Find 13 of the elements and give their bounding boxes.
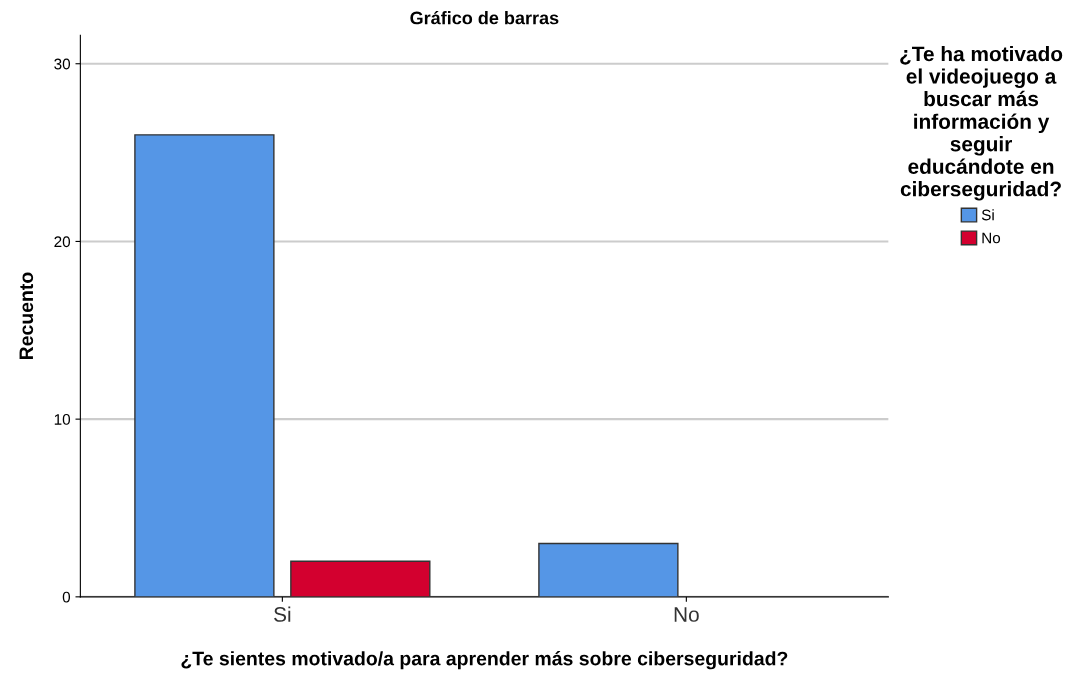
bar bbox=[538, 542, 679, 597]
y-tick-label: 20 bbox=[54, 236, 71, 248]
bar bbox=[290, 560, 431, 597]
legend-title: ¿Te ha motivado el videojuego a buscar más información y seguir educándote en ciberseguridad? bbox=[900, 46, 1063, 201]
y-tick-label: 10 bbox=[54, 414, 71, 425]
x-axis-title: ¿Te sientes motivado/a para aprender más sobre ciberseguridad? bbox=[181, 650, 788, 670]
y-axis-title: Recuento bbox=[19, 272, 34, 360]
y-tick-label: 30 bbox=[54, 58, 71, 70]
chart-title: Gráfico de barras bbox=[410, 10, 559, 25]
legend-label: No bbox=[982, 232, 1001, 244]
legend-label: Si bbox=[981, 209, 994, 221]
bar bbox=[134, 134, 275, 597]
y-tick-label: 0 bbox=[62, 591, 71, 603]
